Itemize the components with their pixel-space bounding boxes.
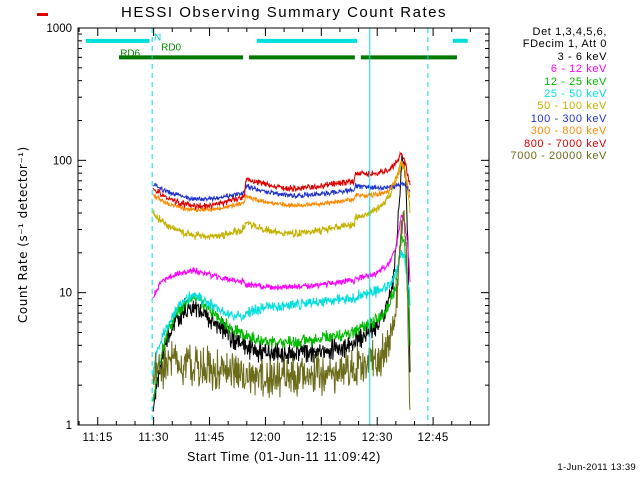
series-line-12-25keV (152, 232, 411, 402)
legend-item: 12 - 25 keV (544, 75, 607, 88)
series-line-50-100keV (152, 161, 411, 241)
y-axis-label: Count Rate (s⁻¹ detector⁻¹) (16, 146, 30, 324)
x-tick-label: 12:15 (306, 432, 337, 444)
chart-title: HESSI Observing Summary Count Rates (121, 4, 447, 21)
legend-item: 25 - 50 keV (544, 88, 607, 101)
plot-frame (77, 27, 490, 426)
series-line-300-800keV (152, 160, 411, 213)
legend-decim-att-line: FDecim 1, Att 0 (522, 38, 607, 51)
x-axis-label: Start Time (01-Jun-11 11:09:42) (187, 450, 381, 464)
flag-label-RD0: RD0 (161, 43, 181, 54)
legend-item: 50 - 100 keV (537, 100, 607, 113)
flag-label-RD6: RD6 (120, 49, 140, 60)
legend-item: 7000 - 20000 keV (510, 150, 607, 163)
y-tick-label: 10 (59, 288, 72, 300)
legend-item: 300 - 800 keV (530, 125, 607, 138)
legend-item: 6 - 12 keV (550, 63, 607, 76)
y-tick-label: 1 (66, 420, 72, 432)
x-tick-label: 12:30 (362, 432, 393, 444)
creation-timestamp: 1-Jun-2011 13:39 (557, 462, 636, 473)
flag-label-N: N (154, 32, 161, 43)
series-line-7000-20000keV (152, 210, 411, 410)
x-tick-label: 12:45 (417, 432, 448, 444)
series-line-6-12keV (152, 214, 411, 299)
series-line-25-50keV (152, 250, 411, 379)
x-tick-label: 11:30 (138, 432, 168, 444)
legend-item: 3 - 6 keV (557, 50, 607, 63)
x-tick-label: 11:45 (194, 432, 224, 444)
y-tick-label: 1000 (46, 23, 72, 35)
legend: Det 1,3,4,5,6, FDecim 1, Att 0 3 - 6 keV… (493, 26, 607, 162)
x-tick-label: 12:00 (250, 432, 281, 444)
flag-mark (37, 13, 48, 16)
y-tick-label: 100 (53, 155, 72, 167)
legend-item: 100 - 300 keV (530, 112, 607, 125)
series-line-800-7000keV (152, 150, 411, 211)
legend-detectors-line: Det 1,3,4,5,6, (532, 26, 607, 38)
legend-item: 800 - 7000 keV (523, 137, 607, 150)
x-tick-label: 11:15 (83, 432, 113, 444)
series-line-100-300keV (152, 181, 411, 203)
series-line-3-6keV (152, 154, 411, 412)
